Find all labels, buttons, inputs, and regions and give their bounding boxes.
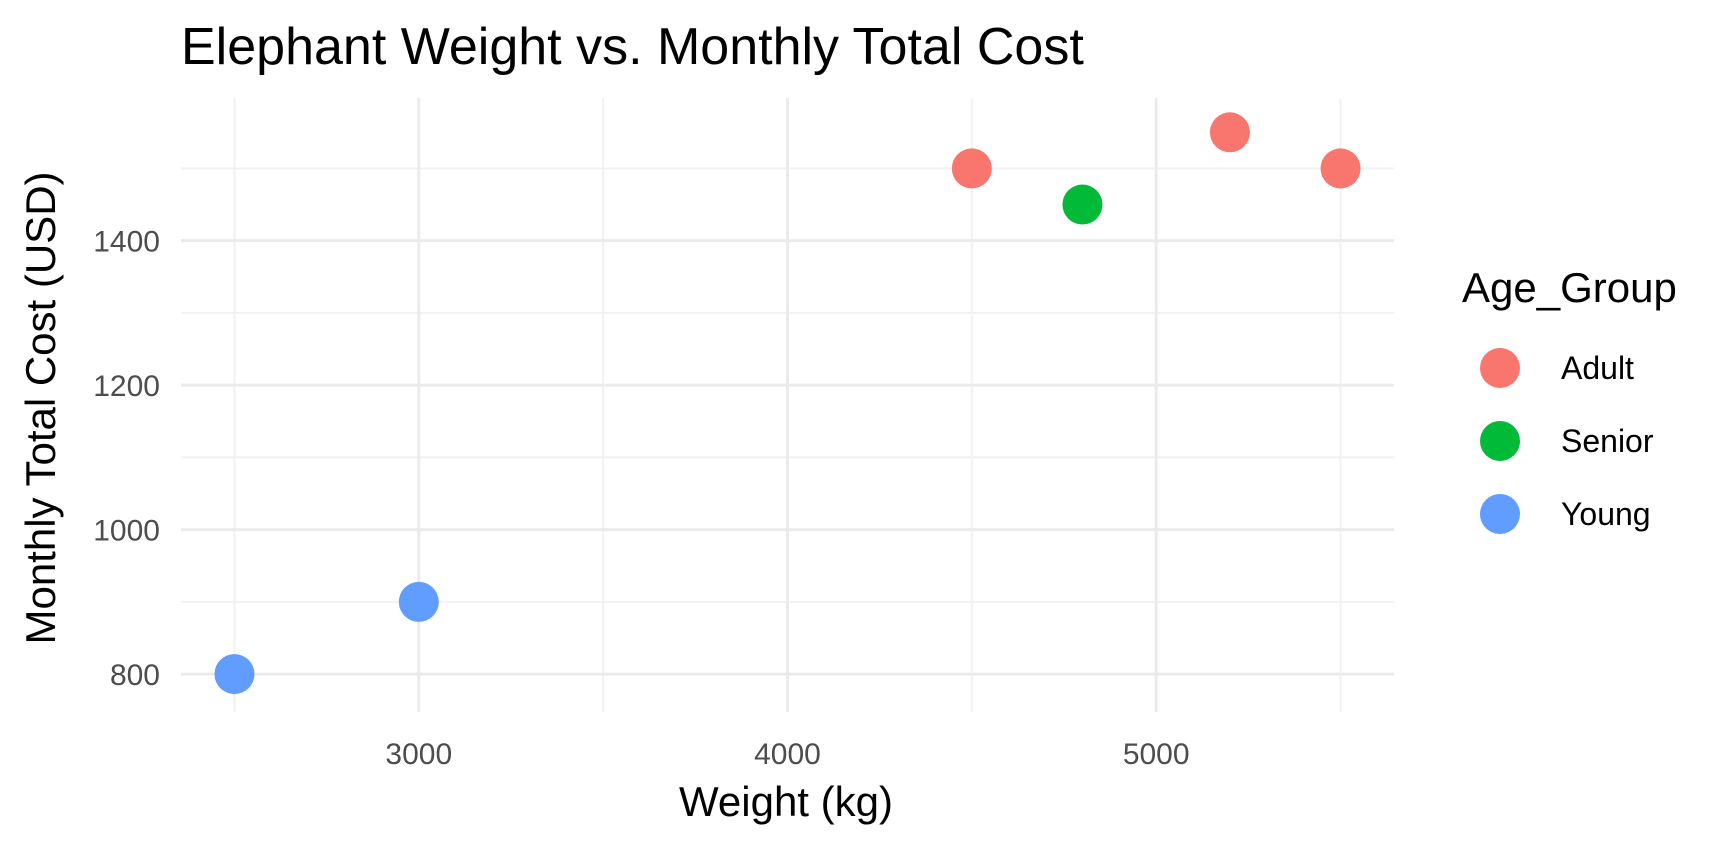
legend: Age_Group Adult Senior Young — [1462, 264, 1677, 534]
data-point-adult — [1320, 148, 1361, 189]
grid — [181, 98, 1394, 712]
y-axis-label: Monthly Total Cost (USD) — [17, 171, 64, 644]
legend-title: Age_Group — [1462, 264, 1677, 311]
legend-label-adult: Adult — [1561, 350, 1634, 386]
y-tick-label: 1200 — [93, 370, 160, 403]
data-point-adult — [951, 148, 992, 189]
x-tick-label: 4000 — [754, 738, 821, 771]
y-tick-label: 800 — [110, 659, 160, 692]
data-point-adult — [1209, 112, 1250, 153]
data-point-young — [214, 654, 255, 695]
legend-key-senior — [1480, 421, 1520, 461]
x-axis-ticks: 3000 4000 5000 — [385, 738, 1189, 771]
y-tick-label: 1400 — [93, 226, 160, 259]
legend-key-young — [1480, 494, 1520, 534]
legend-items: Adult Senior Young — [1480, 348, 1654, 534]
data-point-senior — [1062, 184, 1103, 225]
data-point-young — [398, 581, 439, 622]
x-tick-label: 5000 — [1123, 738, 1190, 771]
chart-title: Elephant Weight vs. Monthly Total Cost — [181, 18, 1084, 76]
data-points — [214, 112, 1361, 695]
x-tick-label: 3000 — [385, 738, 452, 771]
legend-key-adult — [1480, 348, 1520, 388]
legend-label-senior: Senior — [1561, 423, 1654, 459]
x-axis-label: Weight (kg) — [679, 778, 893, 825]
legend-label-young: Young — [1561, 496, 1651, 532]
y-tick-label: 1000 — [93, 515, 160, 548]
y-axis-ticks: 800 1000 1200 1400 — [93, 226, 160, 692]
